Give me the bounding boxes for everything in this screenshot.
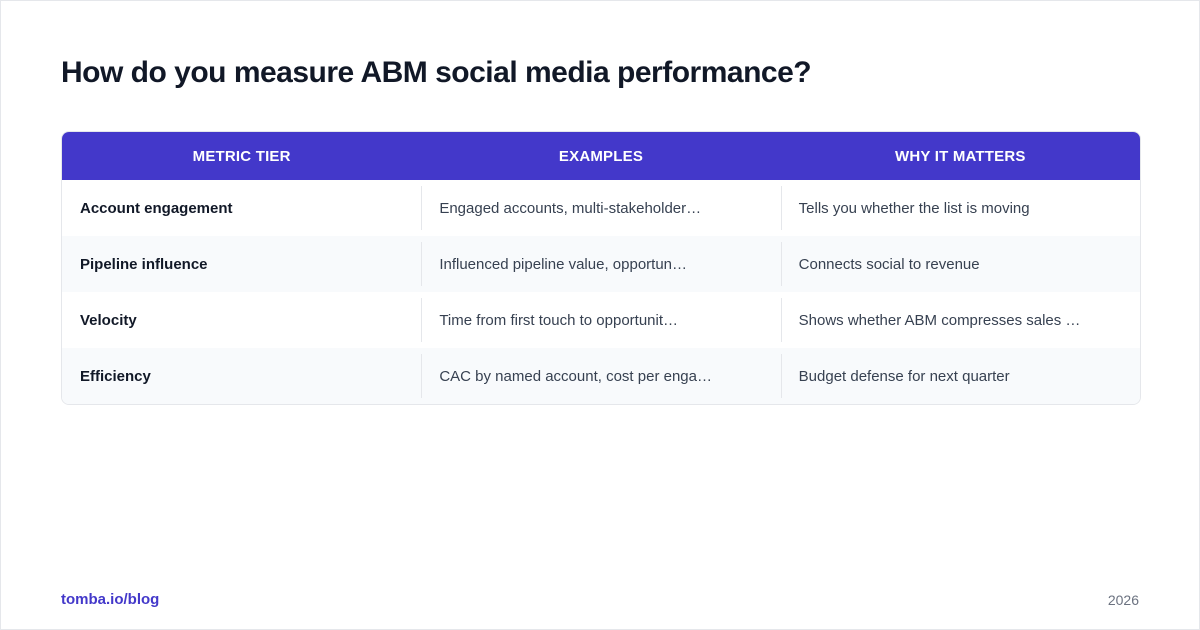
metric-tier-cell: Velocity (80, 311, 137, 329)
table-row: Pipeline influence Influenced pipeline v… (62, 236, 1140, 292)
metric-tier-cell: Pipeline influence (80, 255, 208, 273)
table-header: METRIC TIER EXAMPLES WHY IT MATTERS (62, 132, 1140, 180)
why-it-matters-cell: Budget defense for next quarter (780, 348, 1140, 404)
table-row: Velocity Time from first touch to opport… (62, 292, 1140, 348)
page-title: How do you measure ABM social media perf… (61, 56, 812, 89)
table-row: Efficiency CAC by named account, cost pe… (62, 348, 1140, 404)
column-header-why-it-matters: WHY IT MATTERS (895, 147, 1026, 165)
footer-year: 2026 (1107, 592, 1139, 608)
examples-cell: Time from first touch to opportunit… (421, 292, 780, 348)
column-header-examples: EXAMPLES (558, 147, 644, 165)
why-it-matters-cell: Connects social to revenue (780, 236, 1140, 292)
examples-cell: Influenced pipeline value, opportun… (421, 236, 780, 292)
blog-link[interactable]: tomba.io/blog (61, 591, 160, 608)
why-it-matters-cell: Shows whether ABM compresses sales … (780, 292, 1140, 348)
examples-cell: Engaged accounts, multi-stakeholder… (421, 180, 780, 236)
column-header-metric-tier: METRIC TIER (192, 147, 291, 165)
metric-tier-cell: Efficiency (80, 367, 151, 385)
table-row: Account engagement Engaged accounts, mul… (62, 180, 1140, 236)
metric-tier-cell: Account engagement (80, 199, 233, 217)
why-it-matters-cell: Tells you whether the list is moving (780, 180, 1140, 236)
examples-cell: CAC by named account, cost per enga… (421, 348, 780, 404)
metrics-table: METRIC TIER EXAMPLES WHY IT MATTERS Acco… (61, 131, 1141, 405)
